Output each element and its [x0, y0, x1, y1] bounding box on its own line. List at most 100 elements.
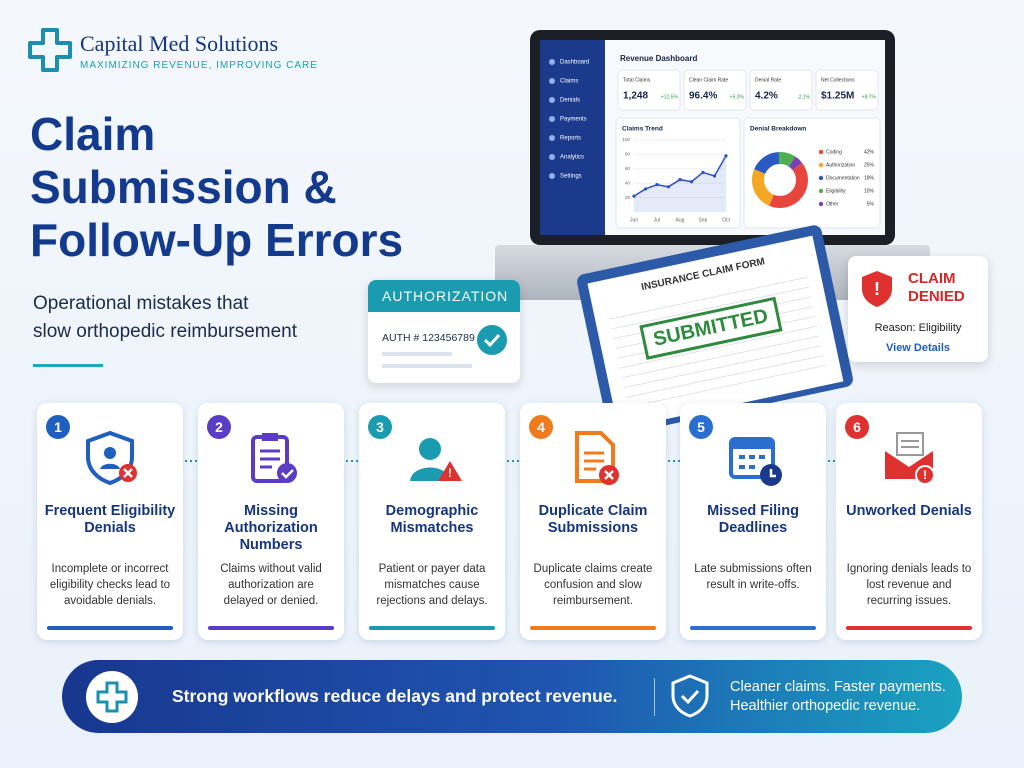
- card-title: Missing Authorization Numbers: [224, 503, 318, 553]
- claim-form: INSURANCE CLAIM FORM SUBMITTED: [587, 235, 844, 430]
- card-icon: [86, 430, 137, 486]
- kpi-label: Net Collections: [821, 77, 855, 83]
- legend-swatch: [818, 188, 824, 194]
- card-accent: [208, 626, 334, 630]
- kpi-value: $1.25M: [821, 91, 854, 102]
- nav-item[interactable]: Claims: [560, 79, 578, 85]
- nav-item[interactable]: Reports: [560, 136, 581, 142]
- card-number: 2: [207, 415, 231, 439]
- kpi-card: [815, 69, 879, 111]
- divider: [33, 364, 103, 367]
- title-line: Claim: [30, 108, 156, 160]
- decoration: [382, 352, 452, 356]
- decoration: [260, 449, 280, 469]
- trend-point: [643, 187, 648, 191]
- authorization-title: AUTHORIZATION: [368, 280, 520, 312]
- donut-segment: [752, 169, 774, 206]
- card-number: 6: [845, 415, 869, 439]
- kpi-card: [683, 69, 747, 111]
- brand-name: Capital Med Solutions: [80, 31, 278, 56]
- nav-item[interactable]: Dashboard: [560, 60, 589, 66]
- footer-banner: Strong workflows reduce delays and prote…: [62, 660, 962, 733]
- kpi-label: Clean Claim Rate: [689, 77, 728, 83]
- error-card: 5 Missed Filing Deadlines Late submissio…: [680, 403, 826, 640]
- kpi-change: +12.5%: [661, 94, 679, 100]
- card-description: Ignoring denials leads to lost revenue a…: [846, 563, 972, 607]
- nav-item[interactable]: Analytics: [560, 155, 584, 161]
- dashboard-title: Revenue Dashboard: [620, 54, 697, 63]
- card-description: Claims without valid authorization are d…: [220, 563, 322, 607]
- error-card: 6 ! Unworked Denials Ignoring denials le…: [836, 403, 982, 640]
- card-description: Patient or payer data mismatches cause r…: [376, 563, 488, 607]
- decoration: [584, 451, 604, 471]
- x-tick-label: Sep: [699, 217, 708, 223]
- y-tick-label: 60: [625, 166, 631, 171]
- card-number: 1: [46, 415, 70, 439]
- trend-point: [701, 170, 705, 174]
- nav-icon: [549, 116, 555, 122]
- decoration: !: [448, 466, 452, 480]
- decoration: [123, 468, 133, 478]
- legend-label: Coding: [826, 149, 842, 155]
- nav-icon: [549, 97, 555, 103]
- decoration: [382, 364, 472, 368]
- decoration: [100, 463, 120, 469]
- donut-segment: [754, 152, 780, 174]
- card-accent: [530, 626, 656, 630]
- authorization-card: AUTHORIZATION AUTH # 123456789: [368, 280, 520, 383]
- legend-swatch: [818, 149, 824, 155]
- trend-point: [655, 183, 659, 187]
- trend-point: [724, 154, 728, 158]
- connector-arrow: [183, 455, 211, 469]
- decoration: [28, 28, 72, 72]
- authorization-number: AUTH # 123456789: [382, 332, 475, 344]
- decoration: [896, 432, 924, 456]
- legend-label: Eligibility: [826, 188, 846, 194]
- y-tick-label: 100: [622, 137, 630, 142]
- nav-item[interactable]: Settings: [560, 174, 582, 180]
- connector-arrow: [826, 455, 854, 469]
- trend-point: [712, 174, 717, 178]
- card-icon: !: [410, 438, 462, 481]
- card-accent: [47, 626, 173, 630]
- decoration: [438, 461, 462, 481]
- nav-icon: [549, 78, 555, 84]
- dashboard: Revenue Dashboard Claims Trend Denial Br…: [540, 40, 885, 235]
- decoration: [575, 431, 615, 483]
- kpi-value: 1,248: [623, 91, 648, 102]
- decoration: [419, 438, 441, 460]
- decoration: Cleaner claims. Faster payments. Healthi…: [730, 678, 946, 716]
- legend-value: 42%: [864, 149, 875, 155]
- nav-icon: [549, 154, 555, 160]
- legend-value: 10%: [864, 188, 875, 194]
- card-accent: [690, 626, 816, 630]
- footer-tagline: Healthier orthopedic revenue.: [730, 698, 921, 714]
- decoration: [86, 671, 138, 723]
- kpi-value: 96.4%: [689, 91, 717, 102]
- nav-item[interactable]: Payments: [560, 117, 587, 123]
- y-tick-label: 40: [625, 180, 631, 185]
- decoration: !: [874, 279, 880, 299]
- footer-tagline: Cleaner claims. Faster payments.: [730, 679, 946, 695]
- kpi-value: 4.2%: [755, 91, 778, 102]
- legend-label: Documentation: [826, 175, 860, 181]
- decoration: [901, 440, 919, 448]
- decoration: [262, 433, 278, 441]
- decoration: [86, 430, 134, 486]
- kpi-change: +8.7%: [862, 94, 877, 100]
- subtitle-line: slow orthopedic reimbursement: [33, 321, 298, 342]
- title-line: Submission &: [30, 161, 337, 213]
- card-title: Duplicate Claim Submissions: [538, 503, 648, 536]
- decoration: [731, 439, 773, 449]
- donut-segment: [769, 162, 808, 208]
- decoration: [477, 325, 507, 355]
- x-tick-label: Oct: [722, 217, 730, 223]
- card-title: Demographic Mismatches: [385, 503, 479, 536]
- view-details-link[interactable]: View Details: [886, 342, 950, 354]
- decoration: [96, 681, 128, 713]
- card-icon: [575, 431, 619, 485]
- decoration: [281, 469, 294, 479]
- kpi-label: Denial Rate: [755, 77, 781, 83]
- nav-item[interactable]: Denials: [560, 98, 580, 104]
